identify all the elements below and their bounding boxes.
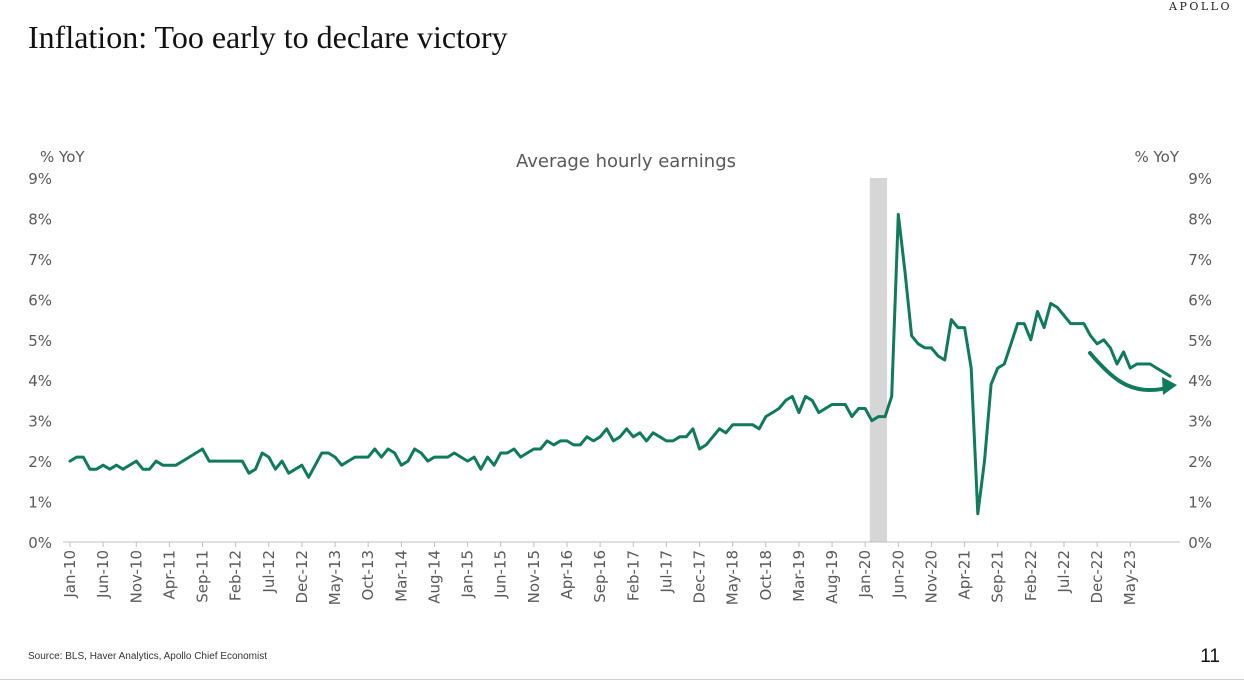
x-tick-label: Nov-20 — [922, 550, 940, 603]
source-note: Source: BLS, Haver Analytics, Apollo Chi… — [28, 651, 268, 662]
x-tick-label: Apr-21 — [956, 550, 974, 600]
y-tick-label-right: 1% — [1188, 494, 1212, 512]
y-tick-label-right: 8% — [1188, 210, 1212, 228]
x-tick-label: May-13 — [326, 550, 344, 605]
series-line — [68, 212, 1172, 516]
x-tick-label: Dec-22 — [1088, 550, 1106, 604]
x-tick-label: Mar-14 — [392, 550, 410, 602]
y-tick-label-left: 2% — [28, 453, 52, 471]
x-tick-label: Jul-17 — [657, 550, 675, 594]
x-tick-label: Jun-15 — [492, 550, 510, 599]
y-tick-label-right: 2% — [1188, 453, 1212, 471]
x-tick-label: Aug-19 — [823, 550, 841, 604]
y-tick-label-left: 8% — [28, 210, 52, 228]
y-tick-label-left: 4% — [28, 372, 52, 390]
x-tick-label: Nov-10 — [127, 550, 145, 603]
y-tick-label-right: 6% — [1188, 291, 1212, 309]
y-tick-label-left: 0% — [28, 534, 52, 552]
x-tick-label: Sep-21 — [989, 550, 1007, 603]
x-tick-label: Dec-12 — [293, 550, 311, 604]
slide-title: Inflation: Too early to declare victory — [28, 19, 508, 55]
x-tick-label: May-18 — [724, 550, 742, 605]
x-tick-label: Apr-11 — [160, 550, 178, 600]
y-tick-label-right: 4% — [1188, 372, 1212, 390]
x-tick-label: Oct-18 — [757, 550, 775, 600]
y-tick-label-left: 3% — [28, 413, 52, 431]
x-tick-label: Jun-10 — [94, 550, 112, 599]
x-tick-label: Feb-17 — [624, 550, 642, 601]
x-tick-label: Jan-15 — [459, 550, 477, 599]
chart-title: Average hourly earnings — [516, 151, 736, 172]
x-tick-label: Nov-15 — [525, 550, 543, 603]
x-tick-label: Jul-12 — [260, 550, 278, 594]
y-tick-label-left: 6% — [28, 291, 52, 309]
y-tick-label-left: 1% — [28, 494, 52, 512]
x-tick-label: May-23 — [1121, 550, 1139, 605]
trend-arrow — [1088, 351, 1177, 395]
x-tick-label: Sep-11 — [194, 550, 212, 603]
x-tick-label: Mar-19 — [790, 550, 808, 602]
x-tick-label: Dec-17 — [691, 550, 709, 604]
x-tick-label: Jan-10 — [61, 550, 79, 599]
y-tick-label-right: 3% — [1188, 413, 1212, 431]
x-tick-label: Oct-13 — [359, 550, 377, 600]
brand-logo: APOLLO — [1169, 0, 1232, 13]
x-tick-label: Jun-20 — [889, 550, 907, 599]
y-tick-label-left: 5% — [28, 332, 52, 350]
y-tick-label-left: 7% — [28, 251, 52, 269]
x-tick-label: Jul-22 — [1055, 550, 1073, 594]
x-tick-label: Feb-22 — [1022, 550, 1040, 601]
page-number: 11 — [1200, 646, 1220, 667]
y-axis-label-right: % YoY — [1134, 148, 1179, 166]
y-tick-label-right: 5% — [1188, 332, 1212, 350]
footer-divider — [0, 679, 1244, 680]
y-tick-label-right: 9% — [1188, 170, 1212, 188]
x-tick-label: Feb-12 — [227, 550, 245, 601]
y-tick-label-right: 0% — [1188, 534, 1212, 552]
x-tick-label: Jan-20 — [856, 550, 874, 599]
chart: Average hourly earnings % YoY % YoY 0% 1%… — [28, 148, 1212, 605]
x-tick-label: Aug-14 — [425, 550, 443, 604]
recession-shading — [869, 178, 888, 542]
y-axis-label-left: % YoY — [40, 148, 85, 166]
x-tick-label: Apr-16 — [558, 550, 576, 600]
y-tick-label-left: 9% — [28, 170, 52, 188]
x-tick-label: Sep-16 — [591, 550, 609, 603]
y-tick-label-right: 7% — [1188, 251, 1212, 269]
